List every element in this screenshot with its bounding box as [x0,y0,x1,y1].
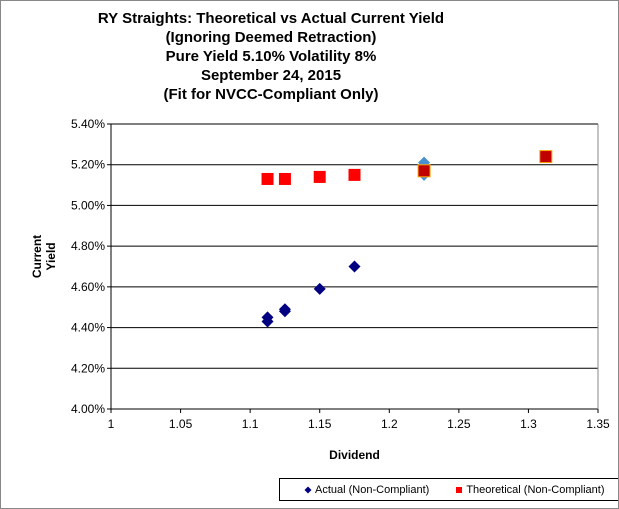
chart-title: RY Straights: Theoretical vs Actual Curr… [1,9,541,104]
y-tick-label: 4.80% [71,239,105,253]
y-tick-label: 4.20% [71,361,105,375]
data-point-square [261,172,274,185]
x-tick-label: 1.05 [169,417,193,431]
legend-item-actual: Actual (Non-Compliant) [304,484,429,496]
diamond-marker-icon [304,486,312,493]
title-line: (Ignoring Deemed Retraction) [165,29,377,46]
square-marker-icon [456,486,463,493]
data-point-square [539,150,553,164]
y-tick-label: 4.00% [71,402,105,416]
data-point-diamond [348,260,361,273]
data-point-square [348,168,361,181]
legend-label: Theoretical (Non-Compliant) [466,483,605,496]
legend-item-theoretical: Theoretical (Non-Compliant) [455,483,605,496]
title-line: Pure Yield 5.10% Volatility 8% [165,48,377,65]
x-axis-title: Dividend [329,448,380,462]
x-tick-label: 1.35 [586,417,610,431]
title-line: (Fit for NVCC-Compliant Only) [163,86,379,103]
y-tick-label: 5.20% [71,158,105,172]
y-axis-title-word: Current [30,235,44,278]
y-tick-label: 5.00% [71,198,105,212]
data-point-diamond [278,303,291,316]
x-tick-label: 1 [108,417,115,431]
y-axis-title-word: Yield [44,242,58,270]
legend: Actual (Non-Compliant) Theoretical (Non-… [279,478,618,501]
x-tick-label: 1.15 [308,417,332,431]
data-point-square [417,164,431,178]
x-tick-label: 1.2 [381,417,398,431]
legend-label: Actual (Non-Compliant) [315,483,430,496]
y-axis-title: CurrentYield [30,235,58,278]
x-tick-label: 1.25 [447,417,471,431]
y-tick-label: 4.40% [71,321,105,335]
x-tick-label: 1.3 [520,417,537,431]
data-point-diamond [261,311,274,324]
y-tick-label: 5.40% [71,117,105,131]
data-point-square [313,170,326,183]
title-line: September 24, 2015 [200,67,342,84]
title-line: RY Straights: Theoretical vs Actual Curr… [97,10,445,27]
data-point-diamond [313,282,326,295]
x-tick-label: 1.1 [242,417,259,431]
y-tick-label: 4.60% [71,280,105,294]
data-point-square [278,172,291,185]
